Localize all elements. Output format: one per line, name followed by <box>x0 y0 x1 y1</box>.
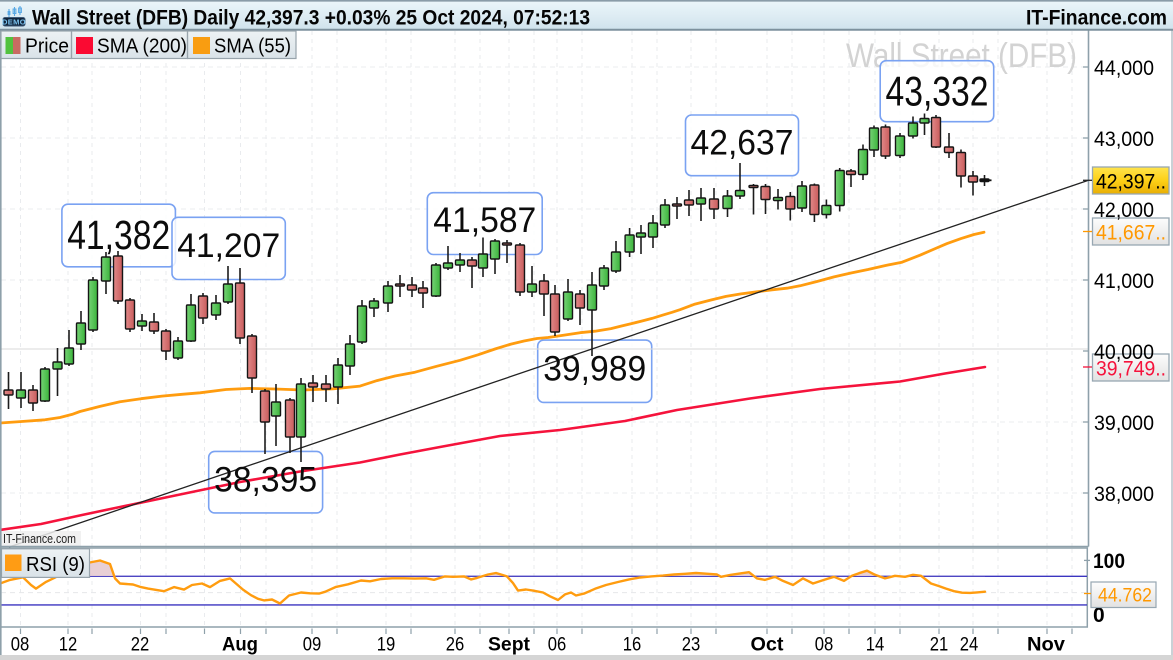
svg-text:SMA (200): SMA (200) <box>97 35 187 58</box>
svg-text:23: 23 <box>682 635 701 656</box>
svg-text:Wall Street (DFB) Daily 42,397: Wall Street (DFB) Daily 42,397.3 +0.03% … <box>32 7 590 30</box>
svg-text:08: 08 <box>11 635 30 656</box>
svg-text:43,332: 43,332 <box>886 67 989 114</box>
svg-text:22: 22 <box>131 635 150 656</box>
svg-text:38,395: 38,395 <box>214 460 317 500</box>
svg-text:40,000: 40,000 <box>1094 340 1154 364</box>
svg-text:100: 100 <box>1093 550 1125 573</box>
svg-text:39,989: 39,989 <box>543 350 646 389</box>
svg-text:0: 0 <box>1093 604 1105 627</box>
svg-text:IT-Finance.com: IT-Finance.com <box>3 532 76 546</box>
svg-text:41,207: 41,207 <box>177 227 280 265</box>
svg-text:06: 06 <box>548 635 567 656</box>
svg-text:24: 24 <box>960 635 979 656</box>
svg-text:44,000: 44,000 <box>1094 56 1154 80</box>
svg-text:26: 26 <box>446 635 465 656</box>
svg-text:12: 12 <box>59 635 78 656</box>
svg-text:Nov: Nov <box>1027 635 1065 656</box>
svg-text:08: 08 <box>815 635 834 656</box>
svg-text:09: 09 <box>303 635 322 656</box>
svg-text:IT-Finance.com: IT-Finance.com <box>1026 7 1167 30</box>
svg-text:43,000: 43,000 <box>1094 127 1154 151</box>
svg-text:41,667..: 41,667.. <box>1096 221 1166 245</box>
svg-text:42,637: 42,637 <box>691 123 794 162</box>
svg-text:14: 14 <box>866 635 885 656</box>
svg-text:42,397..: 42,397.. <box>1096 170 1166 194</box>
svg-text:21: 21 <box>930 635 949 656</box>
svg-text:DEMO: DEMO <box>2 18 26 27</box>
svg-text:Sept: Sept <box>488 635 531 656</box>
svg-text:Oct: Oct <box>751 635 785 656</box>
svg-text:41,000: 41,000 <box>1094 269 1154 293</box>
svg-text:16: 16 <box>623 635 642 656</box>
svg-text:39,749..: 39,749.. <box>1096 357 1166 381</box>
svg-text:RSI (9): RSI (9) <box>26 553 85 576</box>
svg-text:Price: Price <box>25 35 69 58</box>
svg-text:42,000: 42,000 <box>1094 198 1154 222</box>
svg-text:44.762: 44.762 <box>1098 585 1152 607</box>
svg-text:19: 19 <box>377 635 396 656</box>
svg-text:41,382: 41,382 <box>67 212 170 258</box>
svg-text:41,587: 41,587 <box>433 200 536 240</box>
svg-text:Aug: Aug <box>222 635 258 656</box>
svg-text:SMA (55): SMA (55) <box>214 35 291 58</box>
svg-text:38,000: 38,000 <box>1094 482 1154 506</box>
svg-text:39,000: 39,000 <box>1094 411 1154 435</box>
